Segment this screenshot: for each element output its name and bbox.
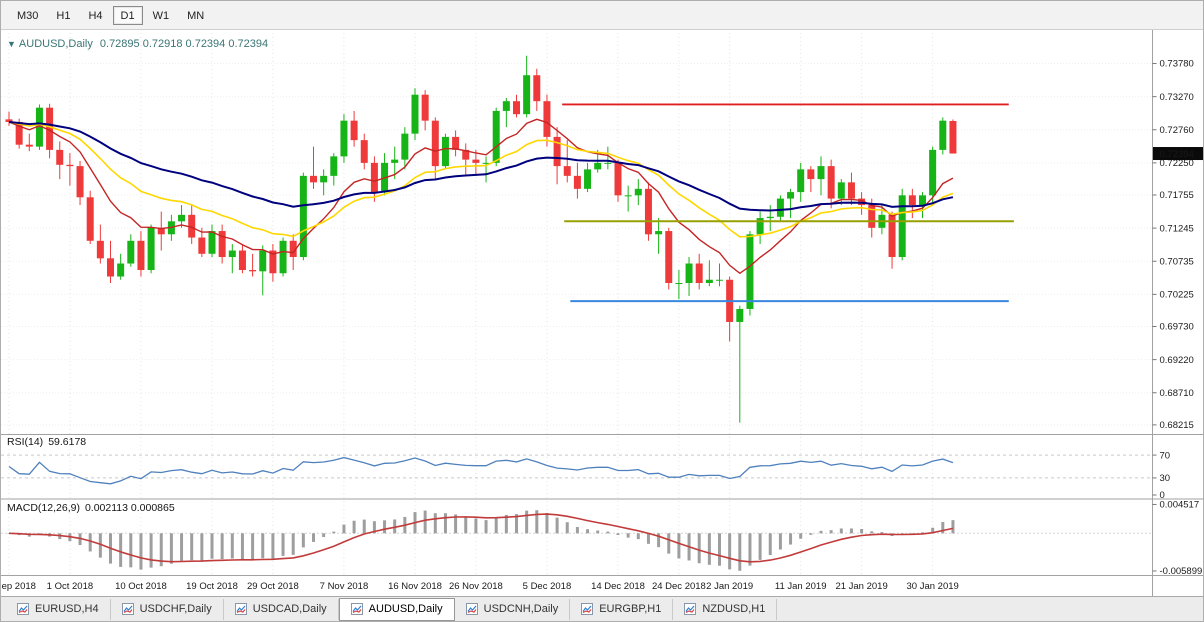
rsi-axis[interactable]: 70 30 0 [1152, 450, 1171, 501]
rsi-value: 59.6178 [48, 436, 87, 448]
svg-text:7 Nov 2018: 7 Nov 2018 [320, 581, 369, 592]
chart-title: ▼ AUDUSD,Daily 0.72895 0.72918 0.72394 0.7… [7, 38, 268, 50]
svg-text:-0.005899: -0.005899 [1160, 566, 1203, 577]
tab-chart-icon [350, 603, 363, 615]
chart-symbol-period: AUDUSD,Daily [18, 38, 93, 50]
svg-text:11 Jan 2019: 11 Jan 2019 [775, 581, 827, 592]
tab-chart-icon [121, 603, 134, 615]
tab-chart-icon [684, 603, 697, 615]
svg-text:10 Oct 2018: 10 Oct 2018 [115, 581, 167, 592]
svg-text:0.69220: 0.69220 [1160, 355, 1194, 366]
macd-name: MACD(12,26,9) [7, 502, 80, 514]
current-price-badge: 0.72394 [1160, 149, 1194, 160]
timeframe-button-d1[interactable]: D1 [112, 5, 143, 25]
svg-text:29 Oct 2018: 29 Oct 2018 [247, 581, 299, 592]
svg-text:2 Jan 2019: 2 Jan 2019 [706, 581, 753, 592]
tab-usdcnh-daily[interactable]: USDCNH,Daily [455, 598, 571, 620]
svg-text:1 Oct 2018: 1 Oct 2018 [47, 581, 93, 592]
timeframe-toolbar: M30 H1 H4 D1 W1 MN [1, 1, 1203, 30]
timeframe-button-mn[interactable]: MN [187, 9, 205, 22]
svg-text:0.004517: 0.004517 [1160, 500, 1200, 511]
svg-text:70: 70 [1160, 450, 1171, 461]
svg-text:5 Dec 2018: 5 Dec 2018 [523, 581, 572, 592]
timeframe-button-w1[interactable]: W1 [152, 9, 170, 22]
svg-text:0.72250: 0.72250 [1160, 158, 1194, 169]
tab-eurusd-h4[interactable]: EURUSD,H4 [6, 598, 111, 620]
svg-text:30: 30 [1160, 473, 1171, 484]
svg-text:0.70735: 0.70735 [1160, 256, 1194, 267]
price-axis[interactable]: 0.73780 0.73270 0.72760 0.72250 0.71755 0.712… [1152, 59, 1204, 431]
svg-text:21 Sep 2018: 21 Sep 2018 [1, 581, 36, 592]
svg-text:26 Nov 2018: 26 Nov 2018 [449, 581, 503, 592]
tab-nzdusd-h1[interactable]: NZDUSD,H1 [673, 598, 778, 620]
svg-text:30 Jan 2019: 30 Jan 2019 [907, 581, 959, 592]
ma-medium [8, 121, 954, 238]
svg-text:0.68215: 0.68215 [1160, 420, 1194, 431]
svg-text:14 Dec 2018: 14 Dec 2018 [591, 581, 645, 592]
svg-text:0: 0 [1160, 490, 1165, 501]
tab-label: AUDUSD,Daily [368, 603, 443, 615]
tab-usdcad-daily[interactable]: USDCAD,Daily [224, 598, 339, 620]
svg-text:19 Oct 2018: 19 Oct 2018 [186, 581, 238, 592]
tab-chart-icon [234, 603, 247, 615]
tab-audusd-daily[interactable]: AUDUSD,Daily [338, 597, 455, 621]
ma-fast [8, 118, 954, 275]
tab-chart-icon [17, 603, 29, 615]
date-axis[interactable]: 21 Sep 2018 1 Oct 2018 10 Oct 2018 19 Oct 2… [1, 581, 959, 592]
timeframe-button-h1[interactable]: H1 [56, 9, 71, 22]
tab-label: USDCHF,Daily [139, 603, 212, 615]
svg-text:0.70225: 0.70225 [1160, 290, 1194, 301]
macd-layer [7, 510, 955, 571]
svg-text:0.72760: 0.72760 [1160, 125, 1194, 136]
chart-tab-bar: EURUSD,H4 USDCHF,Daily USDCAD,Daily AUDUSD,… [1, 596, 1203, 621]
tab-label: NZDUSD,H1 [702, 603, 766, 615]
tab-chart-icon [465, 603, 478, 615]
chart-canvas[interactable]: 0.73780 0.73270 0.72760 0.72250 0.71755 0.712… [1, 30, 1204, 598]
tab-chart-icon [581, 603, 594, 615]
tab-label: EURUSD,H4 [35, 603, 99, 615]
macd-values: 0.002113 0.000865 [84, 502, 175, 514]
svg-text:0.68710: 0.68710 [1160, 388, 1194, 399]
tab-eurgbp-h1[interactable]: EURGBP,H1 [570, 598, 674, 620]
chart-ohlc-values: 0.72895 0.72918 0.72394 0.72394 [99, 38, 269, 50]
rsi-layer [8, 456, 954, 485]
chart-objects-marker-icon: ▼ [7, 39, 16, 49]
svg-text:0.73780: 0.73780 [1160, 59, 1194, 70]
svg-text:0.71245: 0.71245 [1160, 223, 1194, 234]
tab-label: USDCAD,Daily [252, 603, 327, 615]
rsi-name: RSI(14) [7, 436, 44, 448]
svg-text:21 Jan 2019: 21 Jan 2019 [835, 581, 887, 592]
svg-text:0.73270: 0.73270 [1160, 92, 1194, 103]
moving-averages-layer [8, 118, 954, 275]
tab-label: USDCNH,Daily [483, 603, 559, 615]
rsi-indicator-label: RSI(14) 59.6178 [7, 436, 86, 448]
tab-usdchf-daily[interactable]: USDCHF,Daily [111, 598, 224, 620]
svg-text:0.71755: 0.71755 [1160, 190, 1194, 201]
timeframe-button-m30[interactable]: M30 [17, 9, 39, 22]
svg-text:16 Nov 2018: 16 Nov 2018 [388, 581, 442, 592]
hline-objects-layer[interactable] [562, 103, 1014, 303]
panel-dividers[interactable] [1, 30, 1204, 598]
svg-text:24 Dec 2018: 24 Dec 2018 [652, 581, 706, 592]
svg-text:0.69730: 0.69730 [1160, 322, 1194, 333]
tab-label: EURGBP,H1 [599, 603, 662, 615]
ma-slow [8, 121, 954, 212]
timeframe-button-h4[interactable]: H4 [88, 9, 103, 22]
macd-indicator-label: MACD(12,26,9) 0.002113 0.000865 [7, 502, 175, 514]
macd-axis[interactable]: 0.004517 -0.005899 [1152, 500, 1203, 578]
